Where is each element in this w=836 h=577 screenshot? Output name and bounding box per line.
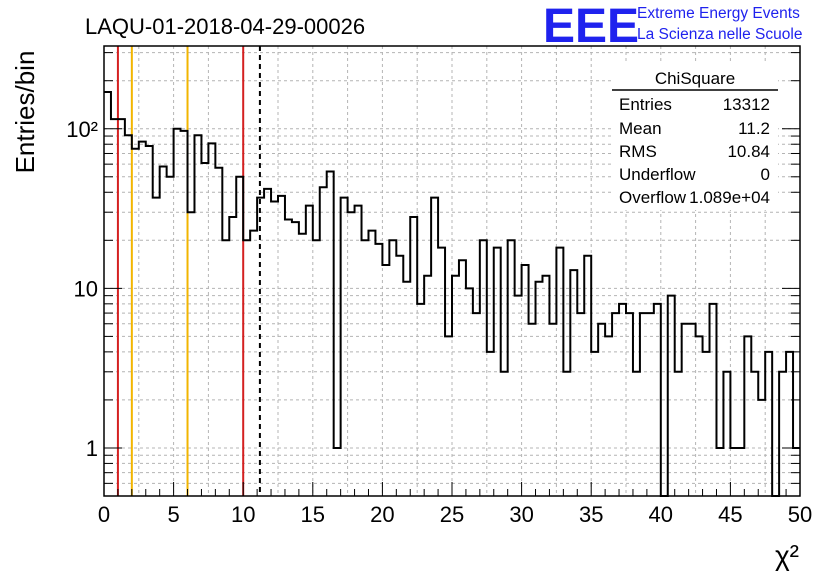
y-tick-label: 1 — [86, 436, 98, 461]
x-tick-label: 35 — [579, 502, 603, 527]
axis-ticks — [103, 52, 801, 497]
logo-text: EEE — [543, 0, 639, 53]
x-tick-label: 30 — [509, 502, 533, 527]
x-tick-label: 40 — [649, 502, 673, 527]
stats-label-underflow: Underflow — [619, 165, 696, 184]
logo-line2: La Scienza nelle Scuole — [637, 26, 802, 43]
plot-frame — [103, 45, 801, 497]
stats-header: ChiSquare — [655, 69, 735, 88]
stats-label-entries: Entries — [619, 95, 672, 114]
chart-title: LAQU-01-2018-04-29-00026 — [85, 14, 365, 39]
stats-value-mean: 11.2 — [738, 119, 770, 138]
x-tick-label: 25 — [440, 502, 464, 527]
x-tick-label: 20 — [370, 502, 394, 527]
stats-box-bg — [612, 62, 778, 210]
stats-label-overflow: Overflow — [619, 188, 687, 207]
x-tick-label: 50 — [788, 502, 812, 527]
x-axis-label: χ² — [775, 540, 799, 571]
y-tick-label: 10² — [66, 117, 98, 142]
x-tick-label: 45 — [718, 502, 742, 527]
stats-value-underflow: 0 — [761, 165, 770, 184]
y-axis-label: Entries/bin — [10, 51, 40, 174]
x-tick-label: 15 — [301, 502, 325, 527]
logo-line1: Extreme Energy Events — [637, 5, 800, 22]
eee-logo: EEE Extreme Energy Events La Scienza nel… — [543, 0, 802, 53]
reference-lines — [116, 46, 261, 496]
stats-label-rms: RMS — [619, 142, 657, 161]
x-tick-label: 10 — [231, 502, 255, 527]
y-tick-label: 10 — [74, 276, 98, 301]
histogram-series — [104, 90, 800, 497]
x-tick-label: 5 — [167, 502, 179, 527]
x-tick-label: 0 — [98, 502, 110, 527]
stats-value-rms: 10.84 — [727, 142, 770, 161]
x-tick-labels: 0 5 10 15 20 25 30 35 40 45 50 — [98, 502, 812, 527]
y-tick-labels: 1 10 10² — [66, 117, 98, 461]
stats-label-mean: Mean — [619, 119, 662, 138]
stats-value-entries: 13312 — [723, 95, 770, 114]
stats-value-overflow: 1.089e+04 — [689, 188, 770, 207]
stats-box: ChiSquare Entries 13312 Mean 11.2 RMS 10… — [612, 62, 778, 210]
